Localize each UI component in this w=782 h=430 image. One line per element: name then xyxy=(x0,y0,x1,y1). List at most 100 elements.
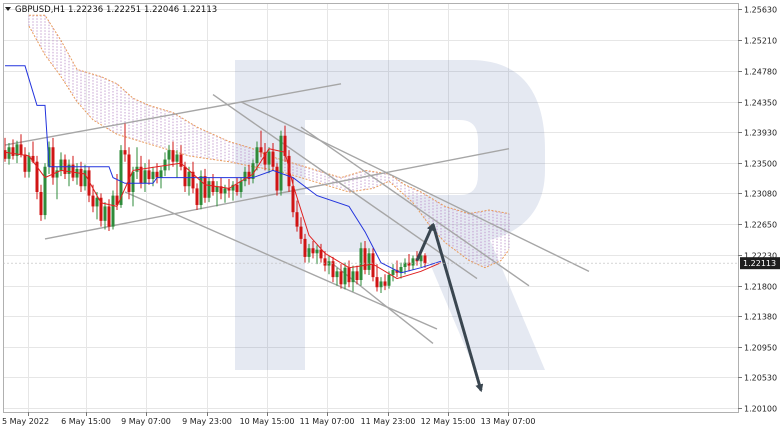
candle xyxy=(199,170,203,210)
candle xyxy=(99,193,103,227)
y-tick-label: 1.25630 xyxy=(744,6,777,15)
candle xyxy=(3,137,7,162)
candle-body xyxy=(291,186,295,213)
candle-body xyxy=(175,154,179,162)
candle xyxy=(315,245,319,265)
candle xyxy=(15,140,19,164)
candle-body xyxy=(279,135,283,191)
candle-body xyxy=(159,170,163,178)
candle xyxy=(35,155,39,200)
candle-body xyxy=(215,186,219,192)
candle xyxy=(287,150,291,192)
candle xyxy=(83,164,87,191)
candle-body xyxy=(167,150,171,160)
candle xyxy=(423,253,427,268)
candle xyxy=(243,166,247,187)
candle-body xyxy=(339,271,343,285)
candle xyxy=(11,139,15,160)
candle xyxy=(271,142,275,171)
candle-body xyxy=(351,271,355,283)
candle xyxy=(391,264,395,282)
candle-body xyxy=(367,253,371,270)
candle-body xyxy=(91,195,95,207)
y-tick-label: 1.23930 xyxy=(744,129,777,138)
candle-body xyxy=(59,159,63,171)
candle-body xyxy=(179,154,183,167)
candle xyxy=(59,152,63,177)
candle xyxy=(411,255,415,270)
candle xyxy=(123,123,127,162)
candle xyxy=(355,265,359,285)
candle-body xyxy=(47,147,51,167)
candle-body xyxy=(347,267,351,283)
candle xyxy=(379,277,383,293)
candle-body xyxy=(283,135,287,156)
candle-body xyxy=(223,188,227,194)
candle xyxy=(235,177,239,196)
candle-body xyxy=(251,163,255,180)
candle xyxy=(275,163,279,196)
ohlc-value: 1.22046 xyxy=(144,5,179,15)
x-tick-label: 5 May 2022 xyxy=(2,417,49,426)
candle-body xyxy=(371,253,375,278)
candle xyxy=(307,243,311,263)
candle-body xyxy=(19,144,23,155)
symbol-label: GBPUSD,H1 xyxy=(15,5,65,15)
candle-body xyxy=(39,191,43,216)
candle-body xyxy=(375,277,379,288)
candle-body xyxy=(127,154,131,192)
candle xyxy=(111,190,115,230)
candle-body xyxy=(135,166,139,172)
candle xyxy=(383,274,387,291)
candle xyxy=(263,142,267,171)
current-price-label: 1.22113 xyxy=(743,259,776,268)
candle-body xyxy=(27,155,31,172)
candle-body xyxy=(111,195,115,227)
candle-body xyxy=(383,281,387,286)
candle xyxy=(47,141,51,174)
candle-body xyxy=(295,212,299,227)
candle-body xyxy=(235,184,239,192)
y-tick-label: 1.24780 xyxy=(744,68,777,77)
candle xyxy=(167,145,171,171)
candle xyxy=(255,141,259,171)
candle xyxy=(247,164,251,185)
forecast-arrow-1 xyxy=(415,222,435,262)
candle xyxy=(23,147,27,178)
candle-body xyxy=(423,255,427,264)
candle xyxy=(163,152,167,177)
candle-body xyxy=(143,170,147,184)
candle xyxy=(367,248,371,275)
trend-line-4 xyxy=(240,101,590,272)
candle-body xyxy=(231,184,235,191)
x-tick-label: 10 May 15:00 xyxy=(240,417,295,426)
candle-body xyxy=(363,248,367,270)
kijun-sen-line xyxy=(5,65,442,274)
candle-body xyxy=(107,206,111,227)
watermark-logo-icon xyxy=(235,60,545,370)
candle xyxy=(19,134,23,158)
candle xyxy=(283,125,287,162)
candle xyxy=(399,262,403,279)
candle-body xyxy=(343,267,347,285)
candle xyxy=(207,177,211,203)
candle-body xyxy=(263,152,267,165)
candle xyxy=(71,155,75,182)
candle-body xyxy=(335,271,339,278)
candle-body xyxy=(411,258,415,266)
x-tick-label: 11 May 07:00 xyxy=(300,417,355,426)
y-tick-label: 1.22230 xyxy=(744,252,777,261)
tenkan-sen-line xyxy=(4,148,442,280)
ohlc-value: 1.22113 xyxy=(182,5,217,15)
candle-body xyxy=(399,267,403,273)
candle-body xyxy=(207,181,211,198)
candle-body xyxy=(267,151,271,165)
trend-line-3 xyxy=(212,94,478,280)
candle xyxy=(351,265,355,292)
candle-body xyxy=(391,269,395,275)
candle xyxy=(147,159,151,185)
candle-body xyxy=(275,166,279,191)
candle xyxy=(135,147,139,180)
candle-body xyxy=(199,176,203,205)
